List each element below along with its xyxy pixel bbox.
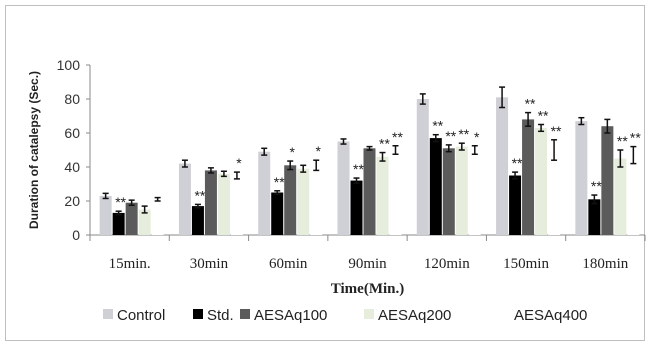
x-tick-label: 150min [503,256,549,272]
significance-label: ** [617,133,628,149]
significance-label: ** [512,155,523,171]
legend-label: Control [117,307,165,324]
significance-label: ** [445,128,456,144]
bar [627,155,640,235]
legend-swatch [193,309,203,319]
bar [151,199,164,235]
significance-label: ** [630,130,641,146]
significance-label: ** [591,178,602,194]
significance-label: ** [274,174,285,190]
bar [204,170,217,235]
bar [429,138,442,235]
bar [284,165,297,235]
significance-label: * [315,143,321,159]
significance-label: * [236,155,242,171]
bar [230,175,243,235]
significance-label: ** [432,118,443,134]
significance-label: ** [392,129,403,145]
legend: Control Std. AESAq100 AESAq200 AESAq400 [103,307,587,324]
bar [297,168,310,235]
legend-swatch [240,309,250,319]
bar [468,150,481,235]
bar [588,199,601,235]
x-tick-label: 15min. [109,256,151,272]
y-axis-label: Duration of catalepsy (Sec.) [27,71,41,229]
y-tick-label: 100 [57,57,81,73]
significance-label: ** [551,123,562,139]
significance-label: * [289,144,295,160]
x-tick-label: 30min [190,256,229,272]
x-tick-label: 120min [424,256,470,272]
bar [112,212,125,235]
bar [548,150,561,235]
bars: ** ****** ***** ****** ** ************* ** [99,86,641,235]
x-axis-label: Time(Min.) [331,281,404,297]
y-tick-label: 60 [64,125,80,141]
significance-label: ** [538,108,549,124]
significance-label: ** [379,136,390,152]
x-tick-label: 180min [582,256,628,272]
bar [614,158,627,235]
bar [217,173,230,235]
y-tick-label: 20 [64,193,80,209]
bar [535,127,548,235]
significance-label: ** [458,126,469,142]
bar [99,195,112,235]
y-tick-label: 40 [64,159,80,175]
axis-labels: Time(Min.) Duration of catalepsy (Sec.) [27,71,404,297]
bar [509,175,522,235]
bar [376,156,389,235]
bar [125,202,138,235]
legend-swatch [500,309,510,319]
bar [271,192,284,235]
x-tick-label: 90min [348,256,387,272]
bar [191,206,204,235]
bar [258,151,271,235]
bar [522,119,535,235]
bar [575,121,588,235]
legend-label: Std. [207,307,234,324]
bar [496,97,509,235]
significance-label: * [474,129,480,145]
bar [416,99,429,235]
bar [337,141,350,235]
x-tick-label: 60min [269,256,308,272]
y-tick-label: 80 [64,91,80,107]
bar [138,209,151,235]
significance-label: ** [115,194,126,210]
legend-label: AESAq400 [514,307,587,324]
significance-label: ** [353,161,364,177]
legend-swatch [103,309,113,319]
legend-swatch [364,309,374,319]
y-tick-label: 0 [72,227,80,243]
bar [363,148,376,235]
bar [389,150,402,235]
bar [455,146,468,235]
bar [601,126,614,235]
significance-label: ** [194,187,205,203]
bar [310,165,323,235]
significance-label: ** [525,96,536,112]
bar [178,163,191,235]
bar [442,148,455,235]
legend-label: AESAq200 [378,307,451,324]
legend-label: AESAq100 [254,307,327,324]
bar [350,180,363,235]
